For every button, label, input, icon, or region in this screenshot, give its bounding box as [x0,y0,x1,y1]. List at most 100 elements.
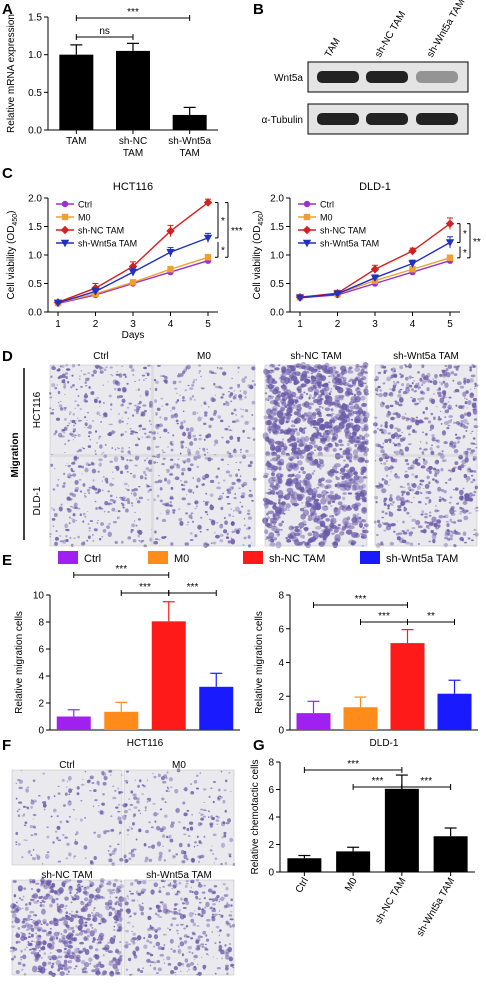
micrograph-cell [98,462,102,467]
micrograph-cell [143,843,147,847]
micrograph-cell [357,408,363,415]
micrograph-cell [393,473,398,478]
micrograph-cell [149,924,152,927]
micrograph-cell [69,879,72,882]
micrograph-cell [274,423,277,426]
micrograph-cell [411,388,414,391]
micrograph-cell [405,365,409,368]
micrograph-cell [157,475,161,477]
micrograph-cell [234,493,237,495]
micrograph-cell [383,497,388,501]
micrograph-cell [56,836,59,840]
micrograph-cell [21,924,27,929]
micrograph-cell [300,407,303,409]
micrograph-cell [154,776,156,779]
micrograph-cell [113,501,116,504]
micrograph-cell [78,918,84,925]
micrograph-cell [49,958,52,961]
micrograph-cell [263,415,268,420]
micrograph-cell [22,918,26,921]
micrograph-cell [325,479,333,484]
micrograph-cell [380,445,384,449]
micrograph-cell [159,886,162,889]
micrograph-cell [165,403,169,406]
micrograph-cell [77,535,80,539]
micrograph-cell [15,916,18,918]
micrograph-cell [64,408,67,411]
micrograph-cell [108,858,113,863]
micrograph-cell [297,493,305,499]
micrograph-cell [203,542,208,548]
chart-c1-y-tick-label: 2.0 [28,194,42,205]
micrograph-cell [83,398,87,403]
micrograph-cell [34,921,39,926]
micrograph-cell [347,442,350,447]
micrograph-cell [54,386,58,390]
micrograph-cell [118,413,120,415]
micrograph-cell [146,779,149,781]
micrograph-cell [429,447,433,451]
micrograph-cell [408,384,413,388]
micrograph-cell [22,920,25,923]
micrograph [49,363,154,456]
micrograph-cell [424,483,430,489]
micrograph-cell [176,929,179,932]
micrograph-cell [334,463,341,468]
chart-c2-y-axis-label: Cell viability (OD450) [252,211,265,300]
micrograph-cell [163,428,168,433]
micrograph-cell [17,778,21,782]
micrograph-cell [319,467,322,470]
micrograph-cell [379,389,382,392]
micrograph-cell [400,374,404,378]
micrograph-cell [214,897,219,902]
micrograph-cell [67,473,72,479]
micrograph-cell [412,432,415,433]
micrograph-cell [419,400,422,403]
micrograph-cell [305,363,311,371]
micrograph-cell [393,381,395,383]
micrograph-cell [131,899,136,902]
micrograph-cell [350,436,354,440]
chart-e2-x-axis-label: DLD-1 [370,738,399,749]
micrograph-cell [11,905,15,909]
micrograph-cell [156,424,160,427]
micrograph-cell [293,418,299,425]
micrograph-cell [173,387,178,390]
micrograph-cell [204,906,207,909]
micrograph-cell [218,941,221,944]
micrograph-cell [274,484,281,489]
micrograph-cell [303,401,310,408]
micrograph [373,363,479,457]
micrograph-cell [204,946,208,950]
micrograph-cell [335,475,338,478]
micrograph-cell [124,815,127,817]
micrograph-cell [396,436,400,440]
micrograph-cell [198,364,201,367]
micrograph-cell [88,430,92,435]
micrograph-cell [76,886,82,893]
micrograph-cell [109,896,112,898]
micrograph-cell [222,393,225,396]
micrograph-cell [223,517,226,520]
micrograph-cell [344,484,351,491]
micrograph-cell [267,516,271,519]
micrograph-cell [103,511,106,513]
micrograph-cell [53,795,56,798]
micrograph-cell [337,403,342,408]
micrograph-cell [64,792,68,796]
micrograph-cell [381,401,384,404]
micrograph-cell [239,448,242,451]
micrograph-cell [389,494,393,498]
micrograph-cell [194,841,197,844]
micrograph-cell [84,937,89,941]
micrograph-cell [405,491,410,496]
micrograph-cell [467,537,471,540]
micrograph-cell [154,399,158,403]
micrograph-cell [165,790,169,792]
micrograph-cell [136,498,138,500]
micrograph-cell [94,430,98,433]
micrograph-cell [132,538,137,543]
chart-c2-point [408,260,417,268]
micrograph-cell [462,436,465,439]
